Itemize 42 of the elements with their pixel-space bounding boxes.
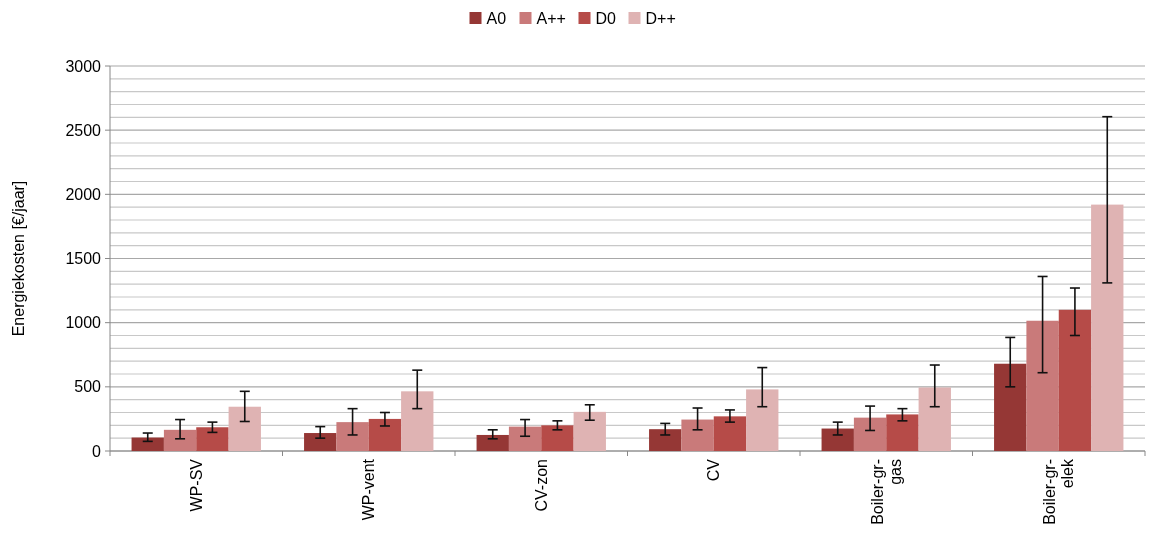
x-tick-label: Boiler-gr-gas [868, 459, 904, 525]
y-tick-label: 3000 [65, 57, 102, 75]
bar [131, 437, 164, 451]
bar [196, 427, 229, 451]
bar [713, 416, 747, 451]
legend-label: D0 [595, 9, 617, 27]
bar [746, 389, 779, 451]
legend-label: D++ [645, 9, 676, 27]
y-tick-label: 2500 [65, 121, 102, 139]
x-tick-label: CV-zon [532, 459, 550, 512]
x-tick-label: WP-SV [187, 458, 205, 512]
bar [886, 414, 919, 451]
bar [573, 411, 606, 451]
y-axis-title: Energiekosten [€/jaar] [10, 180, 27, 337]
y-tick-label: 500 [74, 378, 102, 396]
bar [401, 391, 434, 451]
y-tick-label: 1000 [65, 314, 102, 332]
y-tick-label: 2000 [65, 185, 102, 203]
legend-label: A0 [486, 9, 507, 27]
bar [304, 433, 337, 451]
y-tick-label: 0 [92, 442, 102, 460]
legend-label: A++ [536, 9, 566, 27]
bar [649, 429, 682, 451]
x-tick-label: Boiler-gr-elek [1041, 458, 1077, 525]
y-tick-label: 1500 [65, 250, 102, 268]
x-tick-label: WP-vent [360, 458, 378, 521]
bar [336, 422, 369, 451]
bar [368, 418, 402, 451]
bar [1026, 320, 1059, 451]
bar [163, 429, 197, 451]
bar [228, 406, 261, 451]
bar [918, 387, 951, 451]
bar [853, 417, 887, 451]
bar [1091, 204, 1124, 451]
bar [508, 426, 542, 451]
bar [821, 428, 854, 451]
bar [1058, 309, 1092, 451]
bar [476, 434, 509, 451]
bar [541, 425, 574, 451]
x-tick-label: CV [705, 458, 723, 482]
bar [681, 419, 714, 451]
bar [994, 363, 1027, 451]
